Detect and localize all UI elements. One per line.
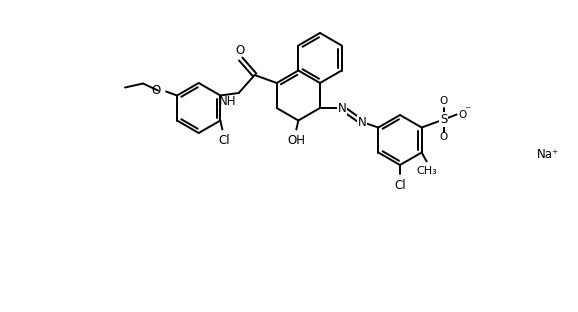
Text: Na⁺: Na⁺	[537, 148, 559, 160]
Text: O: O	[459, 110, 467, 119]
Text: CH₃: CH₃	[416, 167, 437, 177]
Text: O: O	[235, 44, 244, 57]
Text: Cl: Cl	[394, 179, 406, 192]
Text: NH: NH	[219, 95, 237, 108]
Text: O: O	[152, 84, 161, 97]
Text: N: N	[358, 115, 366, 129]
Text: O: O	[439, 133, 448, 143]
Text: OH: OH	[287, 134, 305, 148]
Text: O: O	[439, 96, 448, 106]
Text: ⁻: ⁻	[465, 104, 471, 117]
Text: Cl: Cl	[218, 134, 230, 148]
Text: N: N	[338, 101, 346, 115]
Text: S: S	[440, 113, 447, 126]
